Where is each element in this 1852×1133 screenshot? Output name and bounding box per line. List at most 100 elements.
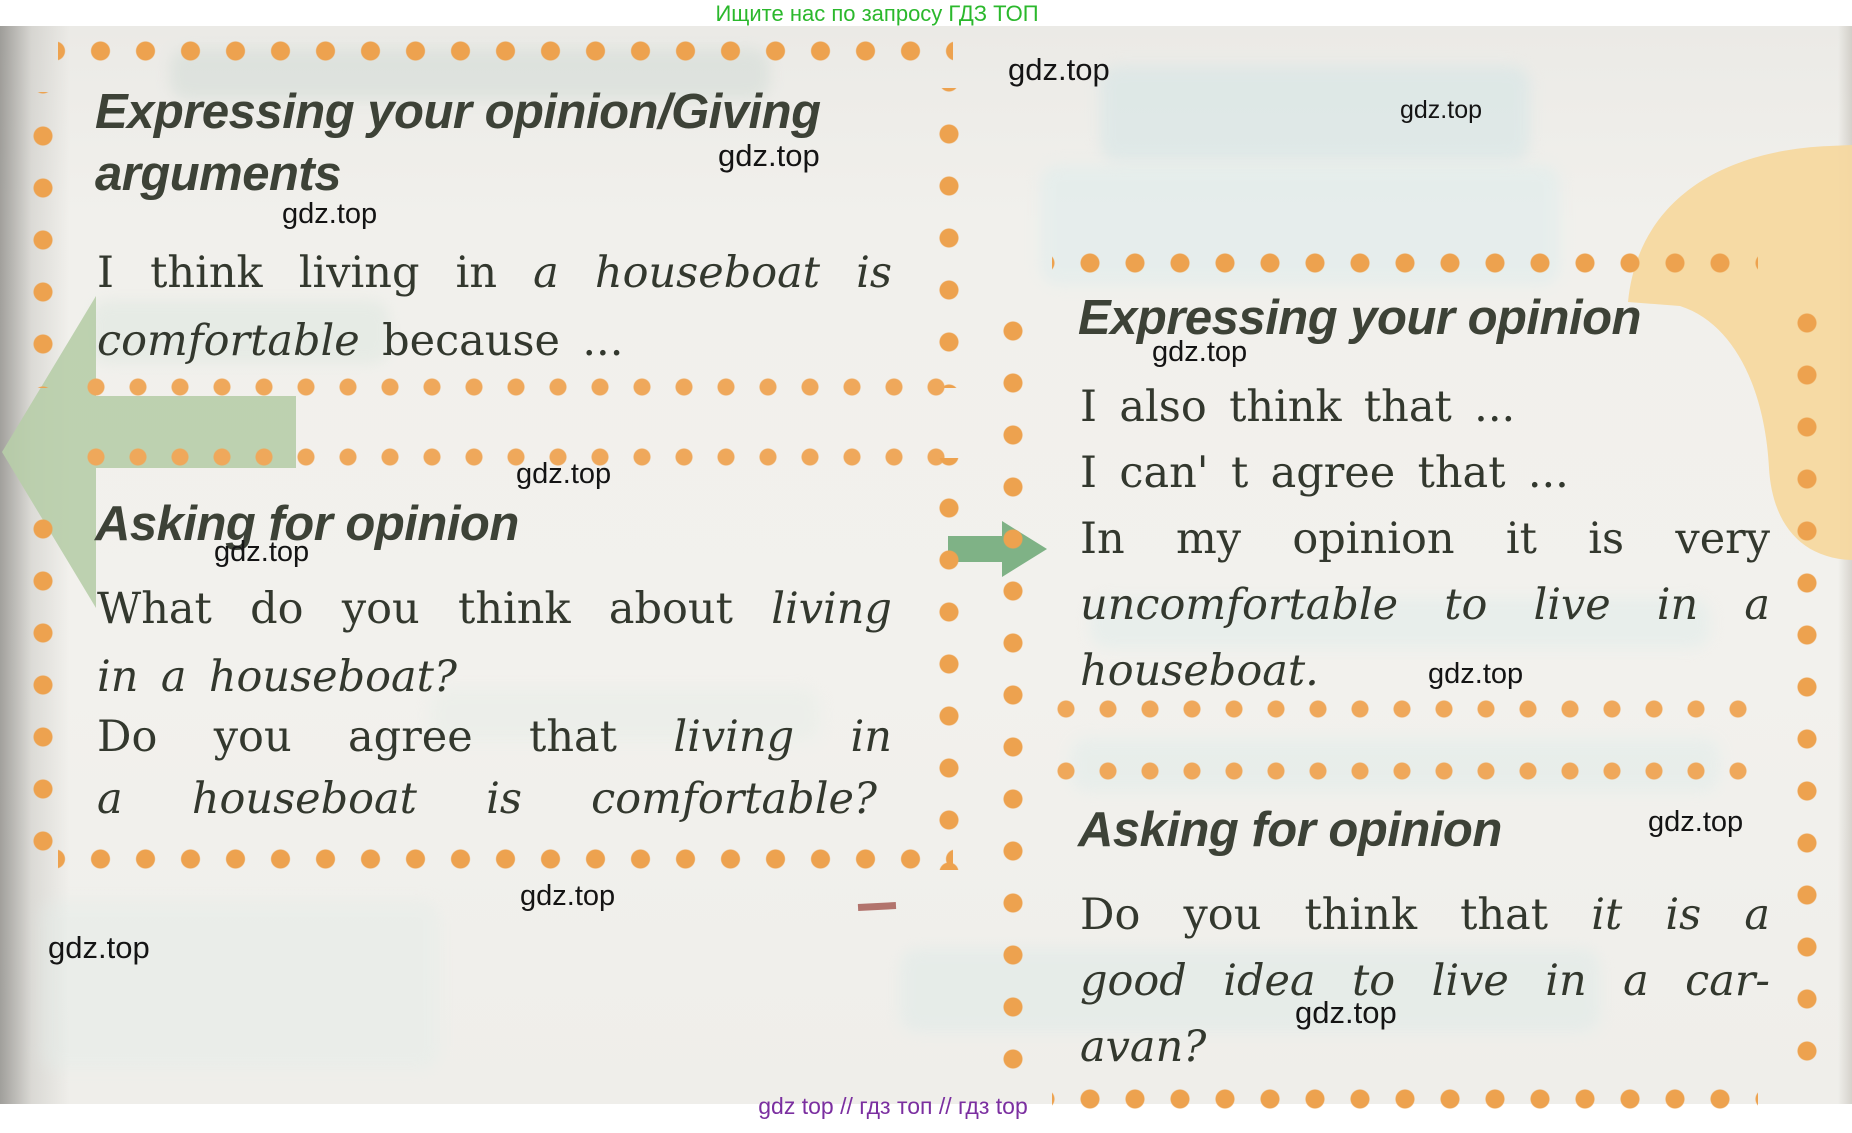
watermark: gdz.top: [1152, 336, 1248, 368]
dotted-border-top: [58, 38, 953, 64]
bleed-through-smudge: [430, 688, 820, 742]
phrase-word: living: [771, 584, 892, 634]
phrase-word: ...: [1527, 448, 1569, 498]
phrase-word: houseboat: [191, 774, 417, 824]
phrase-word: my: [1176, 514, 1242, 564]
bleed-through-smudge: [40, 900, 440, 1070]
phrase-word: agree: [1270, 448, 1396, 498]
dotted-border-left: [30, 92, 56, 388]
phrase-word: avan?: [1080, 1022, 1207, 1072]
watermark: gdz.top: [1400, 96, 1483, 124]
dotted-border-bottom: [1052, 698, 1752, 720]
watermark: gdz.top: [214, 536, 310, 568]
phrase-word: think: [458, 584, 571, 634]
watermark: gdz.top: [282, 198, 378, 230]
phrase-word: that: [1460, 890, 1549, 940]
phrase-line: What do you think about living: [97, 584, 892, 634]
phrase-word: that: [1417, 448, 1506, 498]
phrase-word: also: [1119, 382, 1207, 432]
phrase-word: live: [1533, 580, 1611, 630]
phrase-word: I: [97, 248, 114, 298]
phrase-word: agree: [348, 712, 473, 762]
phrase-word: that: [529, 712, 617, 762]
right-bottom-box-heading: Asking for opinion: [1078, 803, 1502, 857]
phrase-word: a: [1744, 580, 1770, 630]
phrase-line: In my opinion it is very: [1080, 514, 1770, 564]
phrase-word: ...: [582, 316, 624, 366]
phrase-word: I: [1080, 448, 1097, 498]
dotted-border-bottom: [1052, 1086, 1758, 1112]
bleed-through-smudge: [1100, 66, 1530, 161]
phrase-line: avan?: [1080, 1022, 1206, 1072]
phrase-word: to: [1444, 580, 1488, 630]
phrase-word: in: [97, 652, 139, 702]
dotted-border-bottom: [82, 376, 950, 398]
bleed-through-smudge: [1090, 598, 1710, 648]
watermark: gdz.top: [48, 930, 150, 965]
dotted-border-right: [936, 458, 962, 870]
phrase-word: think: [150, 248, 263, 298]
left-bottom-box-heading: Asking for opinion: [95, 497, 519, 551]
phrase-line: comfortable because...: [97, 316, 623, 366]
phrase-line: uncomfortable to live in a: [1080, 580, 1770, 630]
phrase-word: you: [1183, 890, 1262, 940]
phrase-word: a: [160, 652, 187, 702]
phrase-word: can': [1119, 448, 1209, 498]
dotted-border-bottom: [58, 846, 953, 872]
phrase-word: in: [1545, 956, 1587, 1006]
phrase-word: you: [341, 584, 420, 634]
watermark: gdz.top: [1008, 52, 1110, 87]
phrase-word: you: [213, 712, 292, 762]
dotted-border-top: [1052, 760, 1752, 782]
phrase-word: do: [250, 584, 304, 634]
phrase-word: opinion: [1292, 514, 1455, 564]
phrase-word: a: [1744, 890, 1770, 940]
phrase-word: it: [1591, 890, 1623, 940]
phrase-word: about: [608, 584, 733, 634]
phrase-word: is: [856, 248, 892, 298]
phrase-word: is: [1665, 890, 1702, 940]
phrase-line: Do you agree that living in: [97, 712, 892, 762]
watermark: gdz.top: [1648, 806, 1744, 838]
phrase-word: Do: [97, 712, 158, 762]
watermark: gdz.top: [520, 880, 616, 912]
watermark: gdz.top: [516, 458, 612, 490]
phrase-word: live: [1431, 956, 1509, 1006]
watermark: gdz.top: [1295, 995, 1397, 1030]
phrase-word: it: [1505, 514, 1537, 564]
phrase-word: a: [1623, 956, 1649, 1006]
dotted-border-top: [82, 446, 950, 468]
phrase-word: uncomfortable: [1080, 580, 1399, 630]
footer-watermark: gdz top // гдз топ // гдз top: [758, 1093, 1028, 1119]
phrase-word: houseboat.: [1080, 646, 1319, 696]
phrase-word: think: [1304, 890, 1418, 940]
phrase-word: houseboat?: [208, 652, 457, 702]
right-arrow-icon: [948, 521, 1047, 577]
phrase-word: living: [298, 248, 420, 298]
phrase-word: comfortable: [97, 316, 360, 366]
phrase-word: living: [673, 712, 795, 762]
watermark: gdz.top: [1428, 658, 1524, 690]
phrase-word: good: [1080, 956, 1187, 1006]
phrase-word: in: [850, 712, 892, 762]
phrase-word: to: [1352, 956, 1396, 1006]
dotted-border-left: [1000, 298, 1026, 1092]
watermark: gdz.top: [718, 138, 820, 173]
dotted-border-right: [936, 88, 962, 388]
phrase-word: In: [1080, 514, 1125, 564]
phrase-line: Do you think that it is a: [1080, 890, 1770, 940]
phrase-word: car-: [1685, 956, 1770, 1006]
phrase-line: in a houseboat?: [97, 652, 457, 702]
phrase-word: ...: [1474, 382, 1516, 432]
dotted-border-top: [1052, 250, 1758, 276]
dotted-border-right: [1794, 292, 1820, 1082]
phrase-line: houseboat.: [1080, 646, 1319, 696]
phrase-word: is: [486, 774, 522, 824]
phrase-word: What: [97, 584, 212, 634]
phrase-word: comfortable?: [591, 774, 877, 824]
phrase-word: because: [382, 316, 561, 366]
